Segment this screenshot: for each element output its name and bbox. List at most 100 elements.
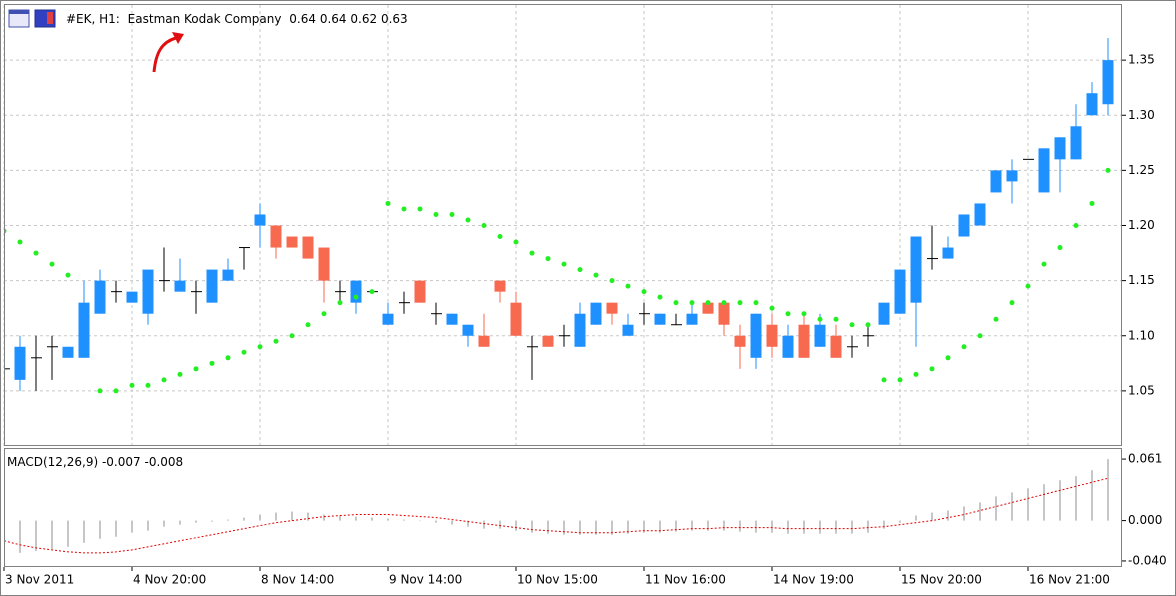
macd-bar [307, 512, 309, 521]
macd-bar [947, 510, 949, 521]
candle-body [302, 236, 314, 259]
candle-body [1102, 60, 1114, 105]
sar-dot [625, 283, 631, 289]
sar-dot [577, 267, 583, 273]
sar-dot [241, 349, 247, 355]
candle-body [990, 170, 1002, 193]
sar-dot [417, 206, 423, 212]
x-tick-label: 14 Nov 19:00 [773, 573, 854, 587]
macd-bar [1027, 488, 1029, 521]
y-tick-label: 1.10 [1128, 328, 1155, 342]
main-panel-frame [4, 4, 1122, 446]
candle-body [1038, 148, 1050, 193]
candle-body [270, 225, 282, 248]
macd-bar [1043, 484, 1045, 521]
candle-body [126, 291, 138, 303]
macd-bar [147, 520, 149, 531]
sar-dot [385, 200, 391, 206]
macd-bar [579, 520, 581, 535]
macd-bar [259, 514, 261, 521]
candle-body [1086, 93, 1098, 116]
macd-bar [403, 519, 405, 521]
sar-dot [481, 223, 487, 228]
sar-dot [977, 333, 983, 339]
sar-dot [1009, 300, 1015, 306]
x-tick-label: 8 Nov 14:00 [261, 573, 334, 587]
sar-dot [561, 261, 567, 267]
macd-bar [419, 520, 421, 522]
macd-bar [227, 519, 229, 521]
candle-body [14, 346, 26, 380]
sar-dot [993, 316, 999, 322]
macd-bar [19, 520, 21, 553]
sar-dot [289, 333, 295, 339]
ohlc-value: 0.64 [289, 12, 316, 26]
ohlc-value: 0.62 [350, 12, 377, 26]
ohlc-value: 0.64 [320, 12, 347, 26]
indicator-value: -0.008 [144, 455, 183, 469]
macd-bar [787, 520, 789, 534]
macd-bar [851, 520, 853, 534]
sar-dot [369, 289, 375, 295]
candle-body [894, 269, 906, 314]
sar-dot [545, 256, 551, 262]
sar-dot [657, 294, 663, 300]
sar-dot [785, 311, 791, 317]
macd-bar [1011, 492, 1013, 521]
candle-body [1006, 170, 1018, 182]
macd-title: MACD(12,26,9) -0.007 -0.008 [7, 455, 183, 469]
symbol: #EK, H1: [66, 12, 120, 26]
macd-bar [83, 520, 85, 543]
sar-dot [401, 206, 407, 212]
y-tick-label: 1.25 [1128, 163, 1155, 177]
macd-bar [883, 520, 885, 529]
icon [9, 10, 29, 14]
sar-dot [673, 300, 679, 306]
sar-dot [161, 377, 167, 383]
candle-body [174, 280, 186, 292]
macd-bar [547, 520, 549, 534]
sar-dot [193, 366, 199, 372]
candle-body [542, 335, 554, 347]
macd-bar [899, 520, 901, 523]
macd-bar [355, 516, 357, 521]
candle-body [766, 324, 778, 347]
sar-dot [817, 316, 823, 322]
sar-dot [177, 371, 183, 377]
y-tick-label: 1.20 [1128, 218, 1155, 232]
candle-body [494, 280, 506, 292]
sar-dot [497, 234, 503, 240]
candle-body [974, 203, 986, 226]
sar-dot [705, 300, 711, 306]
candle-body [222, 269, 234, 281]
macd-bar [179, 520, 181, 525]
macd-bar [99, 520, 101, 539]
sar-dot [273, 338, 279, 344]
y-tick-label: 1.35 [1128, 53, 1155, 67]
macd-bar [1107, 459, 1109, 521]
sar-dot [113, 388, 119, 394]
macd-bar [211, 520, 213, 522]
y-tick-label: 1.30 [1128, 108, 1155, 122]
sar-dot [209, 360, 215, 366]
annotation-arrowhead [172, 32, 184, 44]
sar-dot [865, 322, 871, 328]
candle-body [478, 335, 490, 347]
candle-body [830, 335, 842, 358]
macd-bar [435, 520, 437, 523]
x-tick-label: 4 Nov 20:00 [133, 573, 206, 587]
sar-dot [1057, 245, 1063, 251]
macd-bar [707, 520, 709, 531]
ohlc-value: 0.63 [381, 12, 408, 26]
macd-bar [563, 520, 565, 535]
candle-body [446, 313, 458, 325]
macd-bar [643, 520, 645, 533]
sar-dot [913, 371, 919, 377]
x-tick-label: 15 Nov 20:00 [901, 573, 982, 587]
sar-dot [321, 311, 327, 317]
macd-bar [243, 517, 245, 521]
sar-dot [849, 322, 855, 328]
